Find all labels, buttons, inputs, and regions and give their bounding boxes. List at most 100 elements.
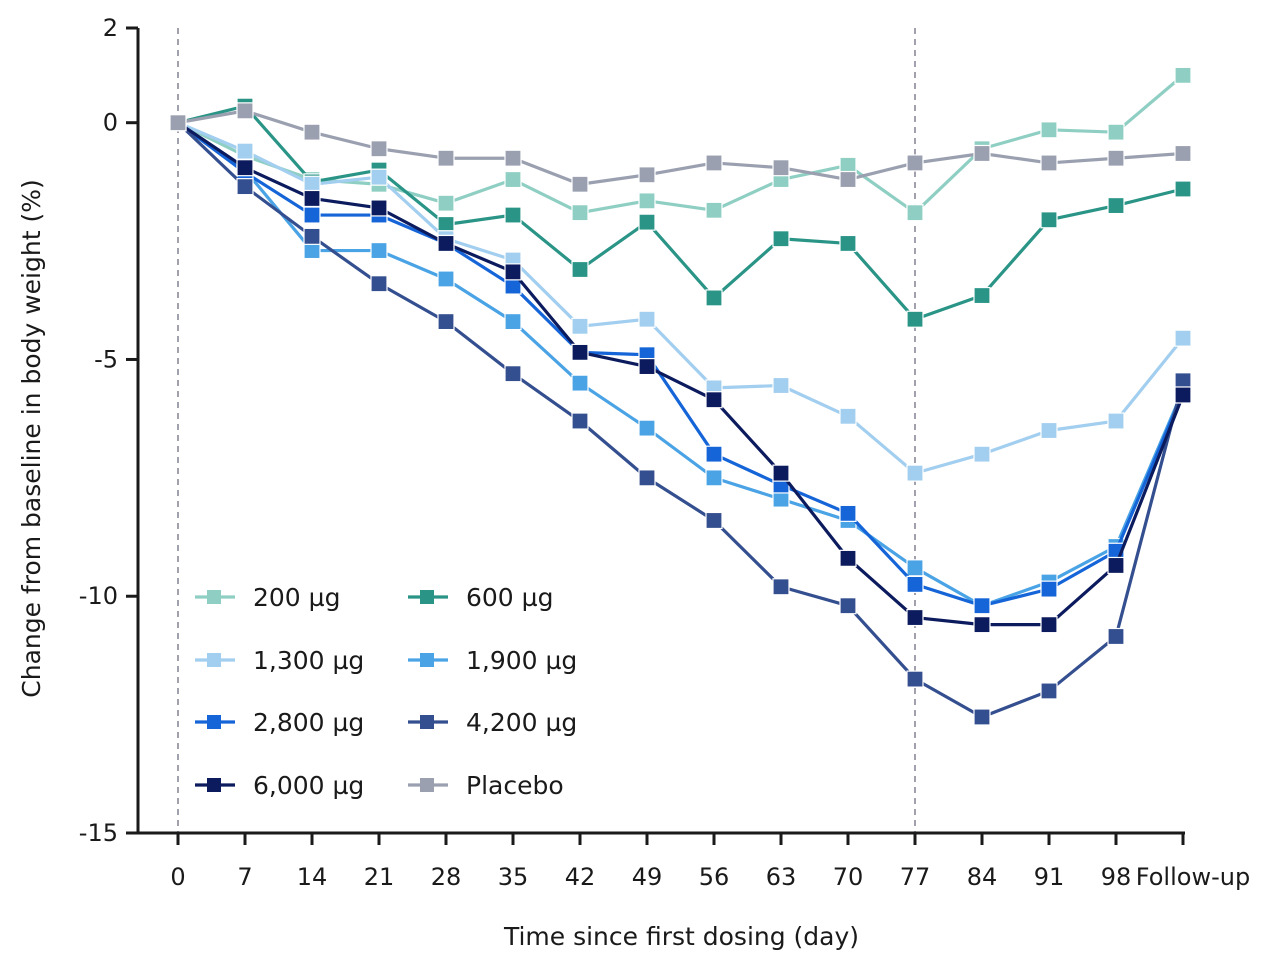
y-tick-label: -15 — [79, 819, 118, 847]
legend-marker — [420, 590, 434, 604]
data-point — [437, 312, 455, 331]
data-point — [504, 263, 522, 281]
series-6-000-g — [169, 114, 1192, 634]
legend-marker — [420, 778, 434, 792]
data-point — [906, 464, 924, 482]
series-line — [177, 121, 1185, 627]
legend-label: Placebo — [466, 771, 564, 800]
data-point — [1107, 123, 1125, 141]
x-tick-label: 42 — [565, 863, 596, 891]
data-series — [169, 66, 1192, 726]
x-tick-label: 49 — [632, 863, 663, 891]
data-point — [1107, 149, 1125, 167]
data-point — [839, 549, 857, 567]
data-point — [906, 204, 924, 222]
data-point — [370, 241, 388, 260]
data-point — [906, 670, 924, 688]
data-point — [705, 154, 723, 172]
data-point — [906, 310, 924, 328]
legend-item: Placebo — [408, 771, 564, 800]
y-tick-label: -5 — [94, 345, 118, 373]
data-point — [1107, 627, 1125, 646]
legend-label: 1,300 µg — [253, 646, 364, 675]
data-point — [571, 260, 589, 279]
series-line — [177, 74, 1185, 215]
data-point — [169, 114, 187, 132]
data-point — [437, 194, 455, 212]
x-tick-label: 77 — [900, 863, 931, 891]
data-point — [504, 365, 522, 383]
data-point — [370, 168, 388, 186]
legend-label: 200 µg — [253, 583, 340, 612]
data-point — [839, 504, 857, 522]
legend: 200 µg 600 µg 1,300 µg 1,900 µg 2,800 µg 4,20… — [195, 583, 577, 800]
data-point — [1174, 386, 1192, 404]
data-point — [839, 156, 857, 174]
x-tick-label: 28 — [431, 863, 462, 891]
data-point — [1107, 412, 1125, 430]
x-axis-title: Time since first dosing (day) — [503, 922, 859, 951]
x-tick-label: 63 — [766, 863, 797, 891]
x-tick-label: 56 — [699, 863, 730, 891]
data-point — [705, 469, 723, 487]
legend-item: 2,800 µg — [195, 708, 364, 737]
legend-label: 600 µg — [466, 583, 553, 612]
data-point — [504, 312, 522, 331]
data-point — [1174, 66, 1192, 84]
legend-marker — [207, 778, 221, 792]
data-point — [236, 159, 254, 177]
data-point — [705, 391, 723, 409]
legend-label: 2,800 µg — [253, 708, 364, 737]
data-point — [1040, 211, 1058, 229]
legend-marker — [207, 653, 221, 667]
data-point — [1107, 196, 1125, 215]
y-tick-label: 2 — [103, 14, 118, 42]
data-point — [504, 170, 522, 189]
series-line — [177, 121, 1185, 608]
x-tick-label: 70 — [833, 863, 864, 891]
data-point — [303, 123, 321, 141]
data-point — [973, 597, 991, 615]
data-point — [571, 175, 589, 193]
legend-item: 6,000 µg — [195, 771, 364, 800]
legend-label: 6,000 µg — [253, 771, 364, 800]
data-point — [303, 206, 321, 224]
y-tick-label: 0 — [103, 109, 118, 137]
x-tick-label: 84 — [967, 863, 998, 891]
data-point — [303, 227, 321, 245]
y-axis-title: Change from baseline in body weight (%) — [17, 179, 46, 697]
data-point — [571, 317, 589, 335]
data-point — [437, 215, 455, 234]
x-axis-ticks: 0 7 14 21 28 35 42 49 56 63 70 77 84 91 98 Follow-up — [170, 833, 1250, 891]
data-point — [705, 445, 723, 463]
series-line — [177, 121, 1185, 608]
data-point — [571, 374, 589, 392]
data-point — [638, 310, 656, 328]
x-tick-label: 14 — [297, 863, 328, 891]
data-point — [638, 213, 656, 231]
x-tick-label: 91 — [1034, 863, 1065, 891]
data-point — [973, 286, 991, 305]
data-point — [571, 412, 589, 430]
data-point — [906, 575, 924, 593]
data-point — [1174, 180, 1192, 198]
data-point — [839, 407, 857, 425]
data-point — [303, 241, 321, 260]
data-point — [772, 376, 790, 395]
data-point — [638, 469, 656, 487]
data-point — [839, 170, 857, 189]
data-point — [504, 149, 522, 167]
data-point — [973, 144, 991, 163]
data-point — [1040, 580, 1058, 598]
data-point — [772, 578, 790, 596]
data-point — [571, 343, 589, 361]
legend-marker — [420, 653, 434, 667]
data-point — [370, 275, 388, 293]
data-point — [772, 159, 790, 177]
legend-item: 1,900 µg — [408, 646, 577, 675]
data-point — [973, 708, 991, 726]
data-point — [638, 166, 656, 184]
series-line — [177, 109, 1184, 186]
data-point — [1107, 556, 1125, 575]
x-tick-label: 7 — [237, 863, 252, 891]
